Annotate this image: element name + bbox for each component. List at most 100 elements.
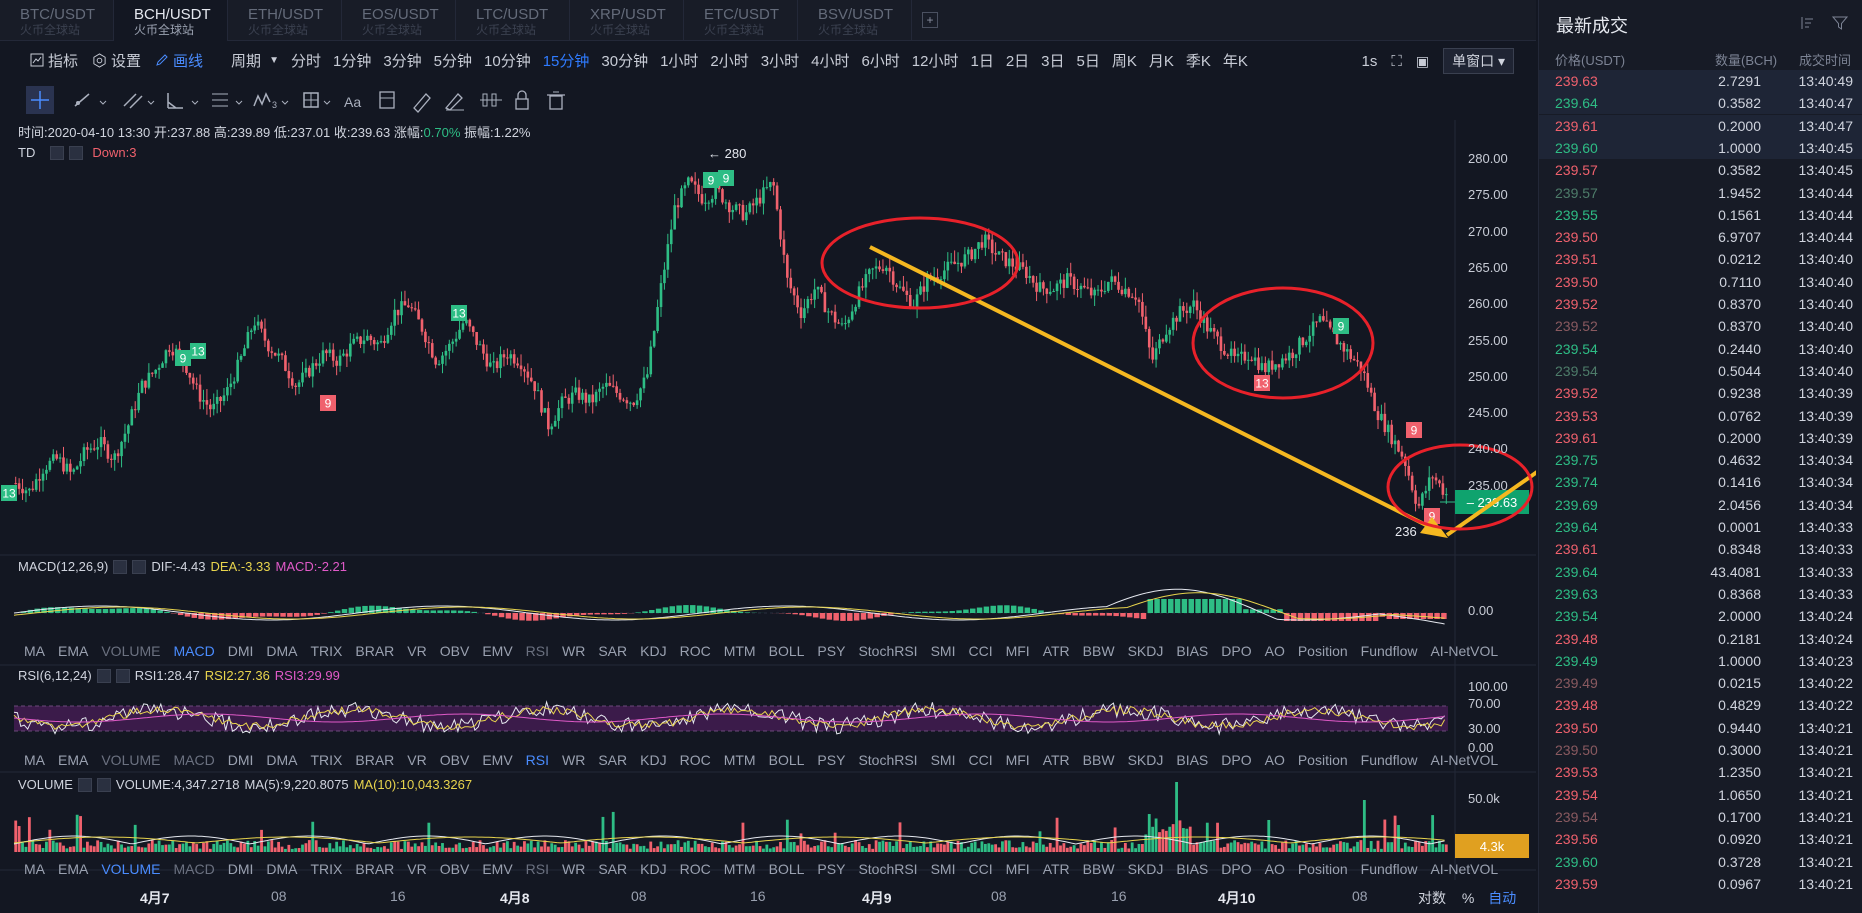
indicator-tab-ao[interactable]: AO bbox=[1264, 643, 1285, 659]
trade-row[interactable]: 239.50 0.3000 13:40:21 bbox=[1539, 739, 1862, 761]
trade-row[interactable]: 239.48 0.2181 13:40:24 bbox=[1539, 628, 1862, 650]
fullscreen-icon[interactable]: ⛶ bbox=[1391, 52, 1402, 70]
indicator-tab-bbw[interactable]: BBW bbox=[1082, 643, 1115, 659]
window-select[interactable]: 单窗口 ▾ bbox=[1443, 48, 1514, 74]
indicator-tab-mfi[interactable]: MFI bbox=[1005, 861, 1030, 877]
trade-row[interactable]: 239.52 0.8370 13:40:40 bbox=[1539, 315, 1862, 337]
indicator-tab-ma[interactable]: MA bbox=[24, 752, 45, 768]
period-7[interactable]: 1小时 bbox=[660, 52, 699, 70]
tab-eos-usdt[interactable]: EOS/USDT 火币全球站 bbox=[342, 0, 456, 41]
indicator-tab-sar[interactable]: SAR bbox=[598, 752, 628, 768]
indicator-tab-position[interactable]: Position bbox=[1297, 861, 1348, 877]
trade-row[interactable]: 239.64 43.4081 13:40:33 bbox=[1539, 561, 1862, 583]
indicator-tab-skdj[interactable]: SKDJ bbox=[1127, 643, 1164, 659]
period-2[interactable]: 3分钟 bbox=[383, 52, 422, 70]
indicator-tab-cci[interactable]: CCI bbox=[968, 752, 993, 768]
magnet-tool-icon[interactable] bbox=[379, 91, 395, 109]
period-16[interactable]: 5日 bbox=[1076, 52, 1100, 70]
volume-close-icon[interactable] bbox=[96, 777, 111, 792]
trade-row[interactable]: 239.61 0.8348 13:40:33 bbox=[1539, 538, 1862, 560]
indicators-button[interactable]: 指标 bbox=[30, 50, 78, 71]
indicator-tab-boll[interactable]: BOLL bbox=[768, 861, 805, 877]
log-scale-button[interactable]: 对数 bbox=[1418, 890, 1446, 906]
trade-row[interactable]: 239.54 0.5044 13:40:40 bbox=[1539, 360, 1862, 382]
indicator-tab-roc[interactable]: ROC bbox=[679, 861, 711, 877]
trade-row[interactable]: 239.49 1.0000 13:40:23 bbox=[1539, 650, 1862, 672]
indicator-tab-wr[interactable]: WR bbox=[562, 861, 586, 877]
indicator-tab-fundflow[interactable]: Fundflow bbox=[1360, 752, 1418, 768]
indicator-tab-volume[interactable]: VOLUME bbox=[101, 861, 161, 877]
macd-settings-icon[interactable] bbox=[113, 559, 128, 574]
period-12[interactable]: 12小时 bbox=[911, 52, 959, 70]
indicator-tab-smi[interactable]: SMI bbox=[930, 752, 956, 768]
trade-row[interactable]: 239.52 0.9238 13:40:39 bbox=[1539, 382, 1862, 404]
indicator-tab-roc[interactable]: ROC bbox=[679, 752, 711, 768]
rsi-settings-icon[interactable] bbox=[96, 668, 111, 683]
trash-tool-icon[interactable] bbox=[547, 91, 565, 110]
indicator-tab-emv[interactable]: EMV bbox=[482, 752, 513, 768]
indicator-tab-atr[interactable]: ATR bbox=[1042, 752, 1070, 768]
wave-tool-icon[interactable]: 3 bbox=[253, 92, 289, 110]
text-tool-icon[interactable]: Aa bbox=[344, 94, 361, 110]
indicator-tab-fundflow[interactable]: Fundflow bbox=[1360, 643, 1418, 659]
indicator-tab-boll[interactable]: BOLL bbox=[768, 752, 805, 768]
period-0[interactable]: 分时 bbox=[290, 52, 321, 70]
indicator-tab-macd[interactable]: MACD bbox=[173, 643, 215, 659]
indicator-tab-skdj[interactable]: SKDJ bbox=[1127, 752, 1164, 768]
trade-row[interactable]: 239.60 1.0000 13:40:45 bbox=[1539, 136, 1862, 159]
period-9[interactable]: 3小时 bbox=[760, 52, 800, 70]
indicator-tab-bbw[interactable]: BBW bbox=[1082, 752, 1115, 768]
indicator-tab-obv[interactable]: OBV bbox=[439, 643, 470, 659]
tab-etc-usdt[interactable]: ETC/USDT 火币全球站 bbox=[684, 0, 798, 41]
indicator-tab-ema[interactable]: EMA bbox=[58, 643, 89, 659]
indicator-tab-stochrsi[interactable]: StochRSI bbox=[858, 752, 918, 768]
trade-row[interactable]: 239.50 0.7110 13:40:40 bbox=[1539, 271, 1862, 293]
indicator-tab-vr[interactable]: VR bbox=[407, 861, 427, 877]
td-settings-icon[interactable] bbox=[50, 145, 65, 160]
parallel-tool-icon[interactable] bbox=[123, 93, 155, 109]
period-11[interactable]: 6小时 bbox=[861, 52, 900, 70]
trade-row[interactable]: 239.64 0.0001 13:40:33 bbox=[1539, 516, 1862, 538]
tab-eth-usdt[interactable]: ETH/USDT 火币全球站 bbox=[228, 0, 342, 41]
trade-row[interactable]: 239.63 2.7291 13:40:49 bbox=[1539, 70, 1862, 92]
indicator-tab-ai-netvol[interactable]: AI-NetVOL bbox=[1430, 752, 1499, 768]
interval-label[interactable]: 1s bbox=[1361, 52, 1378, 70]
period-20[interactable]: 年K bbox=[1222, 52, 1248, 70]
tab-ltc-usdt[interactable]: LTC/USDT 火币全球站 bbox=[456, 0, 570, 41]
indicator-tab-emv[interactable]: EMV bbox=[482, 643, 513, 659]
indicator-tab-stochrsi[interactable]: StochRSI bbox=[858, 643, 918, 659]
period-3[interactable]: 5分钟 bbox=[433, 52, 473, 70]
tab-bsv-usdt[interactable]: BSV/USDT 火币全球站 bbox=[798, 0, 912, 41]
trade-row[interactable]: 239.57 0.3582 13:40:45 bbox=[1539, 159, 1862, 181]
indicator-tab-position[interactable]: Position bbox=[1297, 643, 1348, 659]
indicator-tab-mfi[interactable]: MFI bbox=[1005, 643, 1030, 659]
indicator-tab-dpo[interactable]: DPO bbox=[1221, 643, 1252, 659]
trade-row[interactable]: 239.54 0.1700 13:40:21 bbox=[1539, 806, 1862, 828]
tab-xrp-usdt[interactable]: XRP/USDT 火币全球站 bbox=[570, 0, 684, 41]
trade-row[interactable]: 239.53 1.2350 13:40:21 bbox=[1539, 761, 1862, 783]
auto-scale-button[interactable]: 自动 bbox=[1488, 890, 1517, 906]
indicator-tab-emv[interactable]: EMV bbox=[482, 861, 513, 877]
indicator-tab-rsi[interactable]: RSI bbox=[525, 752, 550, 768]
indicator-tab-vr[interactable]: VR bbox=[407, 643, 427, 659]
indicator-tab-trix[interactable]: TRIX bbox=[310, 752, 343, 768]
indicator-tab-dpo[interactable]: DPO bbox=[1221, 861, 1252, 877]
indicator-tab-cci[interactable]: CCI bbox=[968, 643, 993, 659]
indicator-tab-stochrsi[interactable]: StochRSI bbox=[858, 861, 918, 877]
macd-close-icon[interactable] bbox=[132, 559, 147, 574]
td-close-icon[interactable] bbox=[69, 145, 84, 160]
ruler-tool-icon[interactable] bbox=[413, 93, 431, 113]
period-1[interactable]: 1分钟 bbox=[332, 52, 372, 70]
trade-row[interactable]: 239.63 0.8368 13:40:33 bbox=[1539, 583, 1862, 605]
period-10[interactable]: 4小时 bbox=[811, 52, 850, 70]
indicator-tab-dmi[interactable]: DMI bbox=[227, 752, 254, 768]
indicator-tab-brar[interactable]: BRAR bbox=[355, 861, 395, 877]
tab-bch-usdt[interactable]: BCH/USDT 火币全球站 bbox=[114, 0, 228, 41]
add-tab-button[interactable]: + bbox=[922, 12, 938, 28]
indicator-tab-mtm[interactable]: MTM bbox=[723, 752, 756, 768]
angle-tool-icon[interactable] bbox=[167, 93, 199, 109]
indicator-tab-brar[interactable]: BRAR bbox=[355, 752, 395, 768]
tab-btc-usdt[interactable]: BTC/USDT 火币全球站 bbox=[0, 0, 114, 41]
trade-row[interactable]: 239.53 0.0762 13:40:39 bbox=[1539, 405, 1862, 427]
indicator-tab-bias[interactable]: BIAS bbox=[1176, 643, 1209, 659]
